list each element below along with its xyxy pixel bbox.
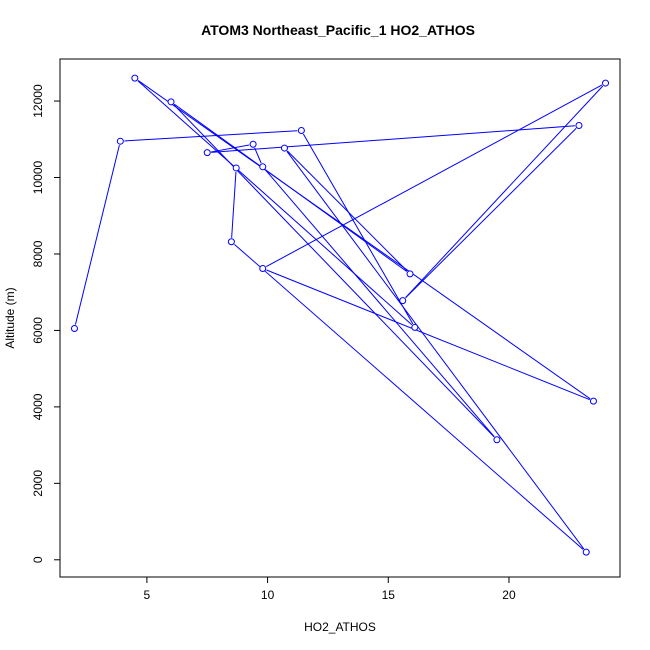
x-tick-label: 10 [261, 588, 275, 602]
data-point [406, 270, 414, 278]
series-segment [405, 127, 577, 299]
data-point [249, 140, 257, 148]
series-segment [405, 85, 604, 299]
series-segment [211, 125, 576, 153]
y-axis-label: Altitude (m) [3, 287, 17, 348]
series-segment [74, 144, 120, 325]
x-axis-label: HO2_ATHOS [304, 620, 376, 634]
data-point [493, 436, 501, 444]
data-point [70, 325, 78, 333]
data-point [232, 164, 240, 172]
series-segment [173, 103, 408, 272]
data-point [167, 98, 175, 106]
data-point [399, 297, 407, 305]
series-1 [70, 74, 610, 556]
series-segment [266, 269, 590, 401]
series-segment [254, 147, 262, 164]
series-segment [137, 80, 591, 400]
series-segment [286, 150, 408, 272]
chart-title: ATOM3 Northeast_Pacific_1 HO2_ATHOS [201, 22, 475, 38]
data-point [582, 548, 590, 556]
y-tick-label: 0 [31, 556, 45, 563]
x-tick-label: 20 [502, 588, 516, 602]
series-segment [231, 171, 237, 238]
data-point [203, 149, 211, 157]
y-tick-label: 8000 [31, 240, 45, 267]
data-point [280, 144, 288, 152]
series-segment [137, 80, 413, 326]
series-segment [264, 169, 495, 438]
data-point [575, 122, 583, 130]
data-point [116, 137, 124, 145]
series-segment [173, 104, 495, 438]
series-segment [286, 150, 585, 550]
data-point [589, 397, 597, 405]
plot-frame [59, 58, 621, 578]
x-tick-label: 5 [144, 588, 151, 602]
x-axis: 5 10 15 20 [144, 577, 516, 602]
x-tick-label: 15 [382, 588, 396, 602]
series-segment [234, 243, 584, 550]
series-segment [266, 84, 603, 268]
series-segment [211, 144, 250, 153]
y-tick-label: 6000 [31, 317, 45, 344]
y-tick-label: 2000 [31, 470, 45, 497]
y-tick-label: 12000 [31, 84, 45, 118]
data-point [259, 163, 267, 171]
series-segment [124, 130, 298, 142]
data-point [297, 126, 305, 134]
data-point [602, 79, 610, 87]
data-point [227, 238, 235, 246]
series-segment [302, 133, 414, 325]
data-point [259, 264, 267, 272]
data-point [131, 74, 139, 82]
y-tick-label: 10000 [31, 161, 45, 195]
data-point [411, 323, 419, 331]
y-tick-label: 4000 [31, 393, 45, 420]
y-axis: 0 2000 4000 6000 8000 10000 12000 [31, 84, 60, 563]
